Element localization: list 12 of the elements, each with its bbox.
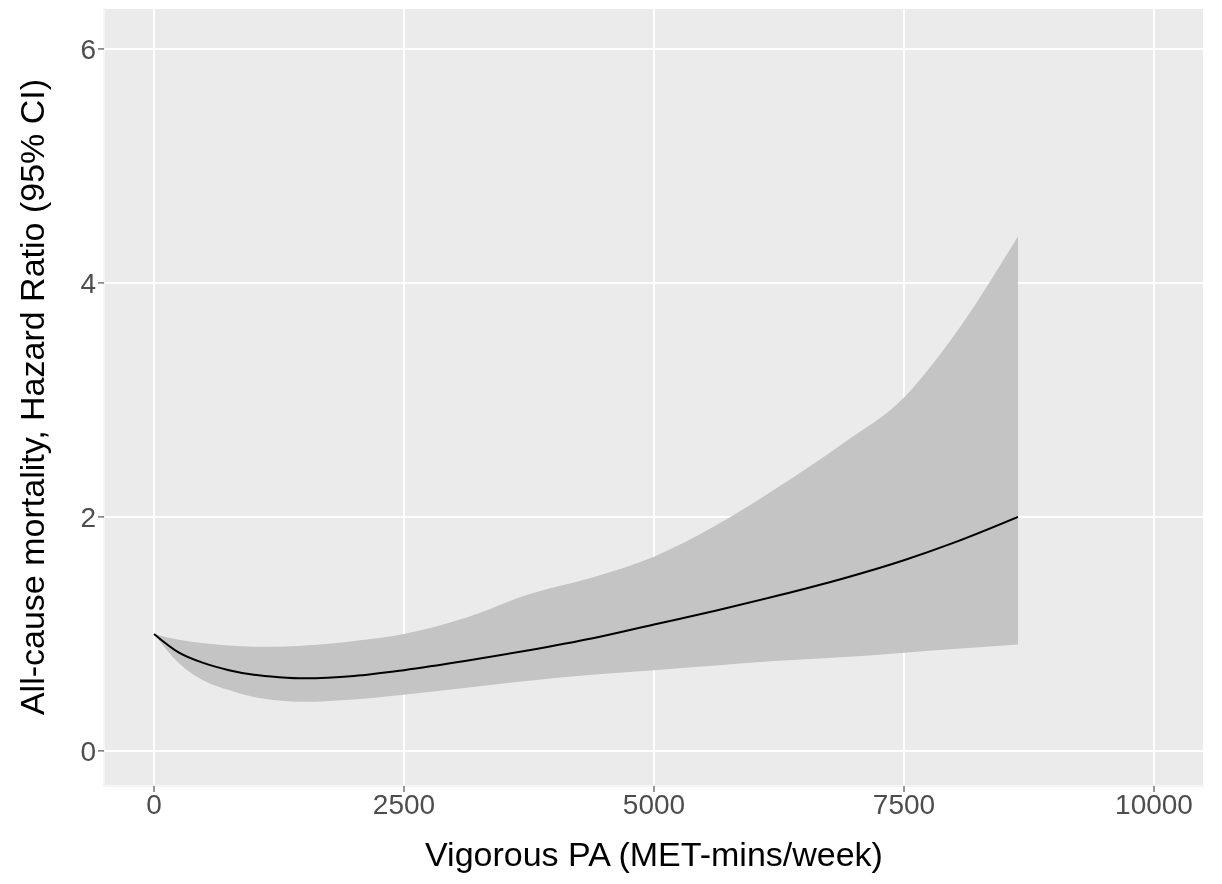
- y-tick-label: 0: [80, 735, 96, 767]
- y-tick-label: 6: [80, 33, 96, 65]
- y-tick-label: 4: [80, 267, 96, 299]
- y-tick-label: 2: [80, 501, 96, 533]
- x-tick-label: 2500: [372, 788, 436, 820]
- x-axis-title: Vigorous PA (MET-mins/week): [425, 835, 883, 873]
- x-tick-label: 5000: [622, 788, 686, 820]
- y-axis-title: All-cause mortality, Hazard Ratio (95% CI): [13, 78, 52, 716]
- x-tick-label: 7500: [872, 788, 936, 820]
- x-tick-label: 10000: [1115, 788, 1193, 820]
- x-tick-label: 0: [146, 788, 162, 820]
- line-series: [153, 515, 1019, 680]
